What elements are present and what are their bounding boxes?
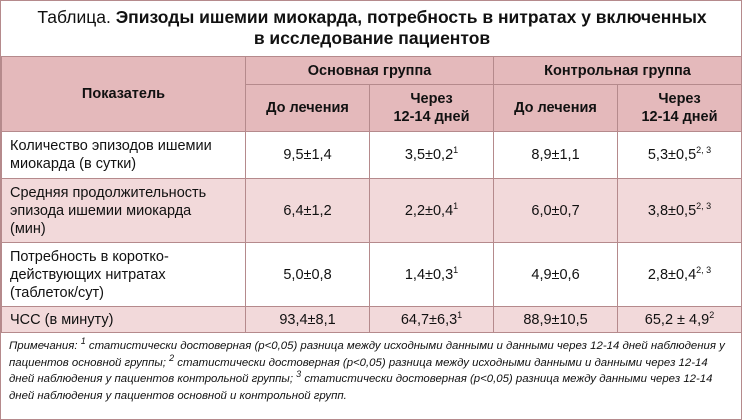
row-label: Количество эпизодов ишемии миокарда (в су… — [1, 131, 246, 179]
header-param: Показатель — [1, 56, 246, 132]
header-group-control: Контрольная группа — [493, 56, 742, 85]
note-text: статистически достоверная (р<0,05) разни… — [9, 373, 713, 402]
cell-value: 9,5±1,4 — [245, 131, 370, 179]
cell-value: 88,9±10,5 — [493, 306, 619, 333]
table-row: Потребность в коротко-действующих нитрат… — [1, 242, 742, 307]
cell-value: 4,9±0,6 — [493, 242, 619, 307]
cell-value: 65,2 ± 4,92 — [617, 306, 742, 333]
table-title: Таблица. Эпизоды ишемии миокарда, потреб… — [1, 1, 741, 56]
title-main-line1: Эпизоды ишемии миокарда, потребность в н… — [115, 7, 707, 27]
table-row: ЧСС (в минуту) 93,4±8,1 64,7±6,31 88,9±1… — [1, 306, 742, 333]
notes-label: Примечания: — [9, 340, 78, 352]
header-before-main: До лечения — [245, 84, 370, 132]
cell-value: 1,4±0,31 — [368, 242, 495, 307]
table-row: Средняя продолжительность эпизода ишемии … — [1, 178, 742, 243]
header-group-main: Основная группа — [244, 56, 495, 85]
cell-value: 3,5±0,21 — [368, 131, 495, 179]
row-label: Потребность в коротко-действующих нитрат… — [1, 242, 246, 307]
note-marker: 1 — [80, 336, 86, 347]
note-marker: 2 — [169, 352, 175, 363]
cell-value: 8,9±1,1 — [493, 131, 619, 179]
cell-value: 5,3±0,52, 3 — [617, 131, 742, 179]
note-text: статистически достоверная (р<0,05) разни… — [9, 356, 708, 386]
cell-value: 2,8±0,42, 3 — [617, 242, 742, 307]
header-after-control: Через 12-14 дней — [617, 84, 742, 132]
row-label: ЧСС (в минуту) — [1, 306, 246, 333]
note-text: статистически достоверная (р<0,05) разни… — [9, 340, 725, 369]
title-lead: Таблица. — [37, 7, 111, 27]
cell-value: 3,8±0,52, 3 — [617, 178, 742, 243]
title-main-line2: в исследование пациентов — [253, 28, 491, 48]
cell-value: 6,4±1,2 — [245, 178, 370, 243]
data-table: Показатель Основная группа Контрольная г… — [1, 56, 742, 333]
header-before-control: До лечения — [493, 84, 619, 132]
table-row: Количество эпизодов ишемии миокарда (в су… — [1, 131, 742, 179]
cell-value: 93,4±8,1 — [245, 306, 370, 333]
table-notes: Примечания: 1 статистически достоверная … — [1, 333, 741, 404]
header-after-main: Через 12-14 дней — [368, 84, 495, 132]
cell-value: 6,0±0,7 — [493, 178, 619, 243]
cell-value: 64,7±6,31 — [368, 306, 495, 333]
row-label: Средняя продолжительность эпизода ишемии … — [1, 178, 246, 243]
note-marker: 3 — [296, 369, 302, 380]
cell-value: 2,2±0,41 — [368, 178, 495, 243]
cell-value: 5,0±0,8 — [245, 242, 370, 307]
